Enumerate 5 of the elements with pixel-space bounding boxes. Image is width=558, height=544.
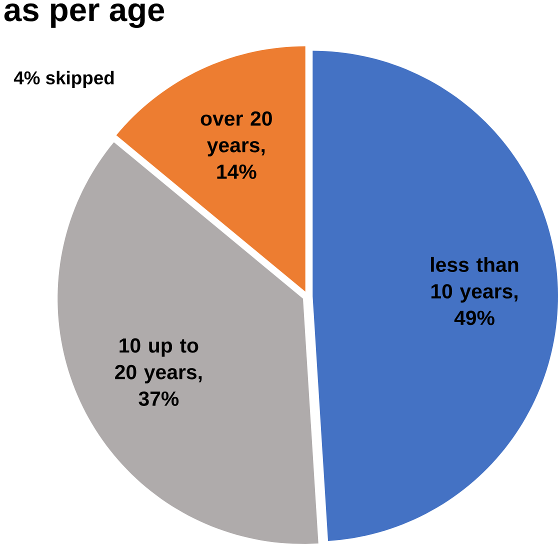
slice-label: over 20 years, 14% [200, 111, 272, 179]
slice-label: less than 10 years, 49% [431, 256, 518, 326]
chart-title: as per age [4, 3, 164, 28]
text: 4% skipped [14, 70, 114, 88]
slice-label: 10 up to 20 years, 37% [115, 338, 202, 406]
